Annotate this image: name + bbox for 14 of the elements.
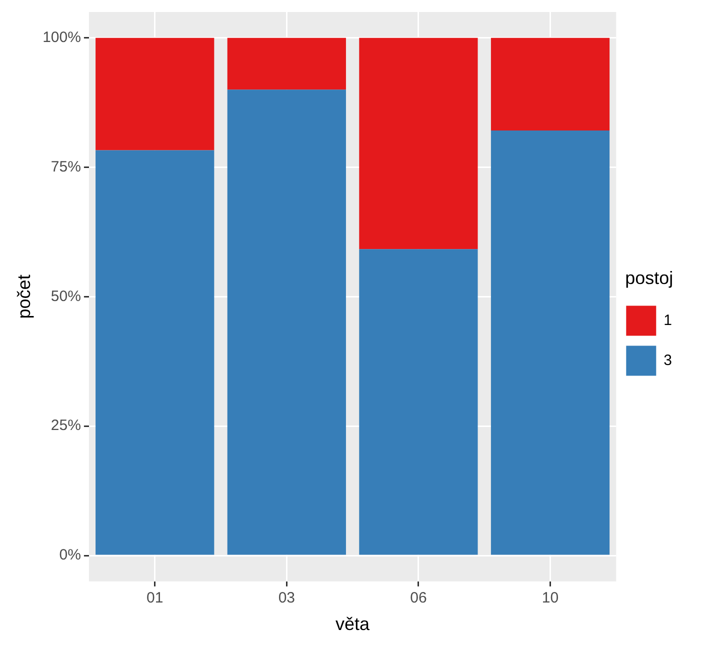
y-tick-label: 100% xyxy=(42,29,81,46)
x-axis-title: věta xyxy=(336,614,371,634)
x-tick-label: 10 xyxy=(542,590,559,607)
x-tick-label: 01 xyxy=(146,590,164,607)
legend-label: 1 xyxy=(664,312,672,329)
legend-label: 3 xyxy=(664,352,672,369)
y-tick-label: 50% xyxy=(50,288,81,305)
x-tick-label: 03 xyxy=(278,590,296,607)
y-axis-title: počet xyxy=(14,274,34,319)
x-tick-label: 06 xyxy=(410,590,427,607)
y-tick-label: 25% xyxy=(50,417,81,434)
y-tick-label: 75% xyxy=(50,158,81,176)
y-tick-label: 0% xyxy=(59,546,81,564)
legend-title: postoj xyxy=(625,268,674,288)
